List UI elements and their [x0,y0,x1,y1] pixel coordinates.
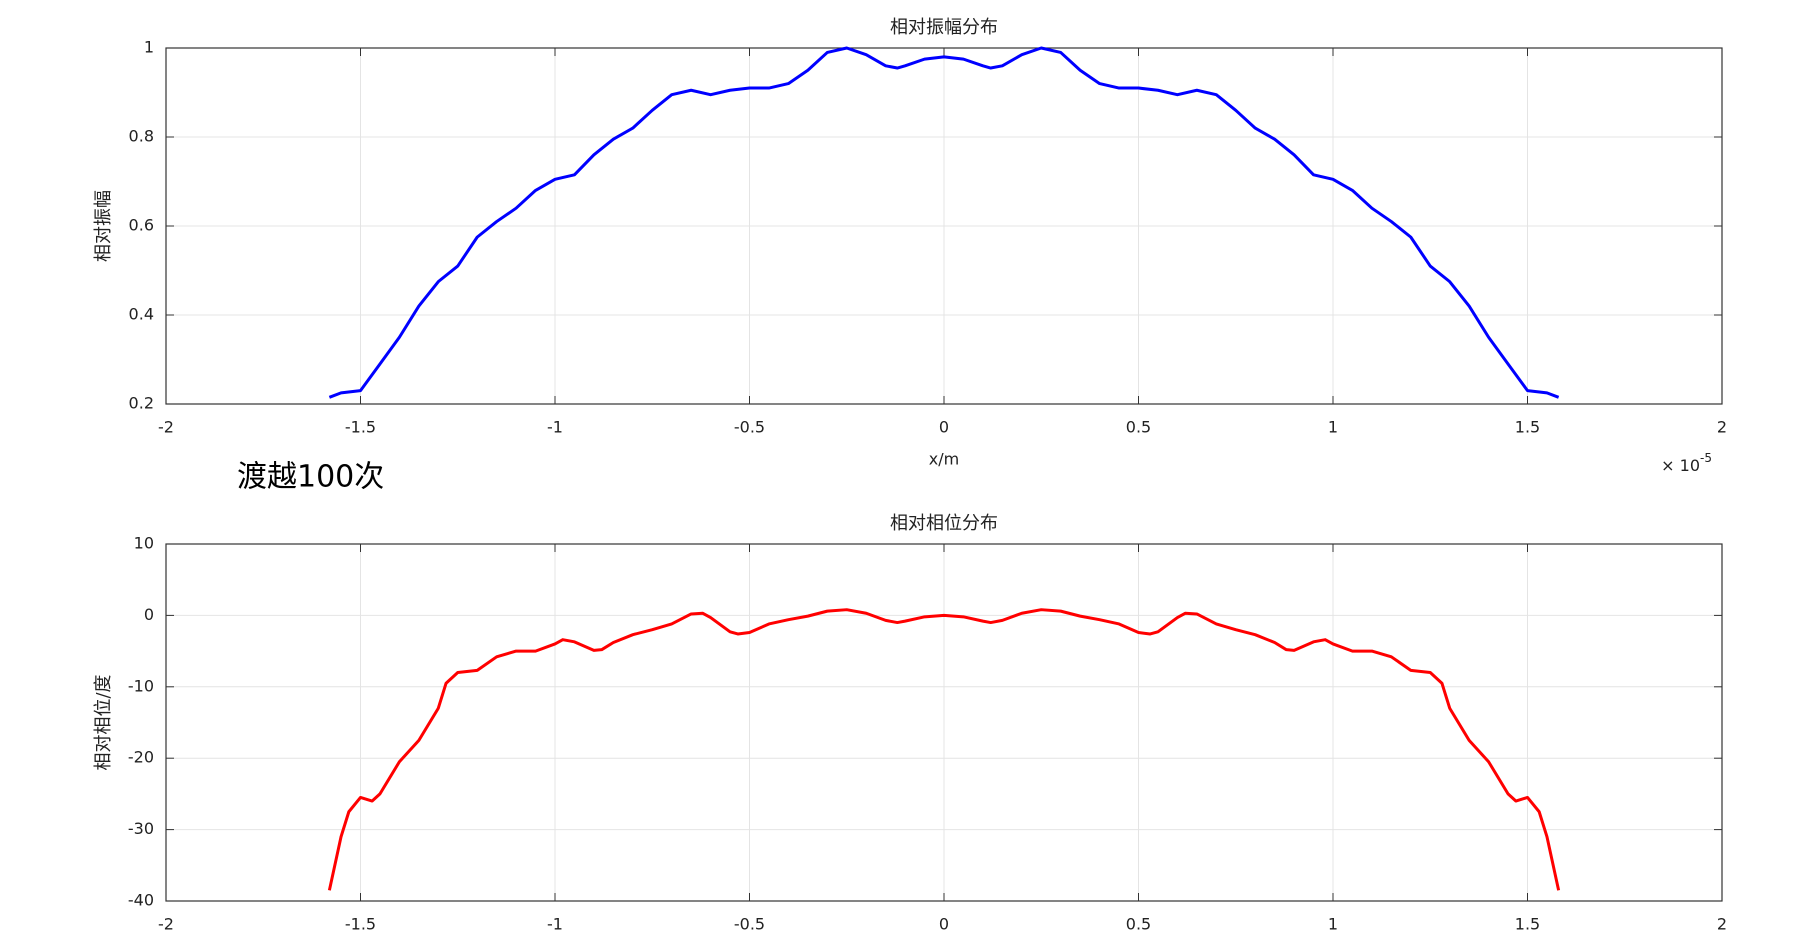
y-tick-label: -30 [128,819,154,838]
y-tick-label: -10 [128,676,154,695]
y-tick-label: 0.6 [129,216,154,235]
data-line [328,46,1560,399]
x-tick-label: 1 [1328,418,1338,437]
x-scale-exponent: -5 [1700,451,1712,465]
x-tick-label: 1 [1328,915,1338,934]
y-tick-label: 0.2 [129,394,154,413]
x-tick-label: -0.5 [734,418,765,437]
y-axis-label: 相对相位/度 [93,674,114,770]
y-tick-label: 0 [144,605,154,624]
x-tick-label: -2 [158,915,174,934]
x-scale-base: × 10 [1661,456,1700,475]
y-axis-label: 相对振幅 [93,190,114,262]
x-tick-label: -1.5 [345,418,376,437]
x-tick-label: -1.5 [345,915,376,934]
x-tick-label: 0 [939,915,949,934]
plot-frame [165,543,1723,902]
x-tick-label: -0.5 [734,915,765,934]
y-tick-label: 1 [144,38,154,57]
chart-title: 相对相位分布 [890,513,998,534]
x-tick-label: 2 [1717,418,1727,437]
x-tick-label: 2 [1717,915,1727,934]
y-tick-label: 10 [134,534,154,553]
plot-frame [165,47,1723,405]
x-tick-label: 0.5 [1126,418,1151,437]
x-axis-label: x/m [929,450,959,469]
x-tick-label: 1.5 [1515,418,1540,437]
y-tick-label: -40 [128,891,154,910]
x-scale-label: × 10-5 [1661,451,1712,475]
annotation: 渡越100次 [237,460,384,495]
x-tick-label: 0 [939,418,949,437]
x-tick-label: -2 [158,418,174,437]
x-tick-label: 0.5 [1126,915,1151,934]
y-tick-label: -20 [128,748,154,767]
x-tick-label: 1.5 [1515,915,1540,934]
y-tick-label: 0.4 [129,305,154,324]
x-tick-label: -1 [547,915,563,934]
data-line [327,608,1561,891]
chart-title: 相对振幅分布 [890,17,998,38]
x-tick-label: -1 [547,418,563,437]
y-tick-label: 0.8 [129,127,154,146]
